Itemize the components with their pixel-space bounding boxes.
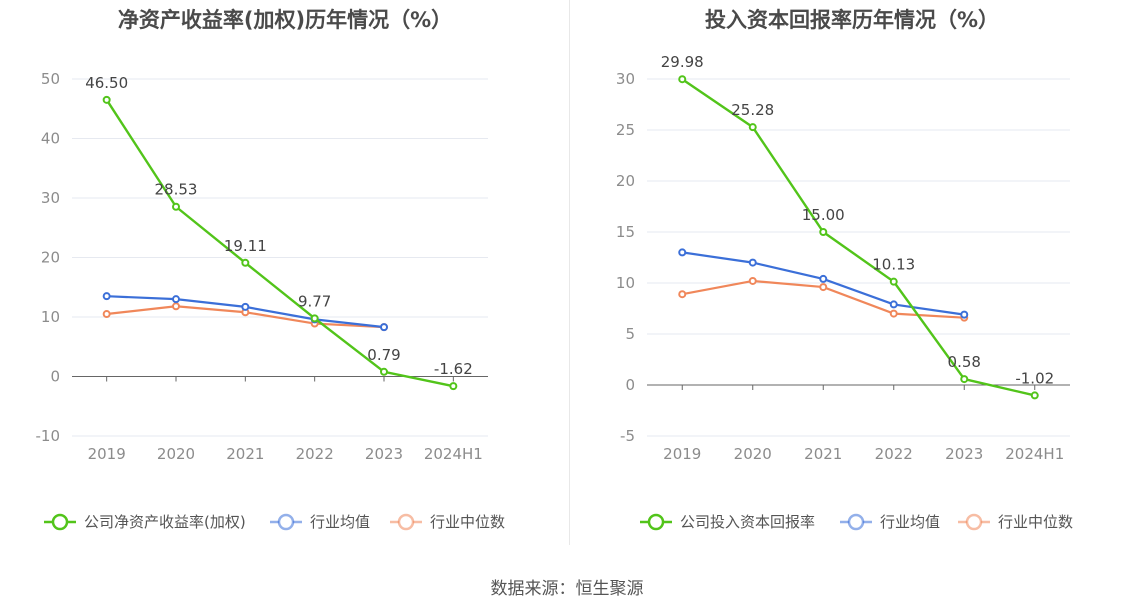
roic-y-tick-label: 20 — [616, 172, 635, 190]
roic-y-tick-label: 15 — [616, 223, 635, 241]
roe-data-label: 46.50 — [85, 74, 128, 92]
roe-point-company — [241, 258, 250, 267]
roic-x-tick-label: 2019 — [663, 445, 701, 463]
roic-data-label: 29.98 — [661, 53, 704, 71]
roic-point-avg — [678, 248, 687, 257]
roic-legend-item: 公司投入资本回报率 — [640, 513, 815, 531]
roe-legend-marker — [397, 513, 415, 531]
roe-x-tick-label: 2024H1 — [424, 445, 483, 463]
roe-chart: -10 0 10 20 30 40 50 2019 2020 2021 2022 2023 2024H1… — [36, 70, 506, 531]
roe-data-label: 19.11 — [224, 237, 267, 255]
roe-legend-marker — [277, 513, 295, 531]
roic-legend-label: 行业均值 — [880, 513, 940, 531]
roic-point-median — [748, 276, 757, 285]
roe-y-tick-label: -10 — [36, 427, 61, 445]
roic-legend-marker — [647, 513, 665, 531]
roic-series-line-company — [681, 78, 1036, 397]
roic-data-label: 15.00 — [802, 206, 845, 224]
roe-legend-label: 行业中位数 — [430, 513, 505, 531]
roic-point-company — [1030, 391, 1039, 400]
roic-point-company — [819, 228, 828, 236]
roic-x-tick-label: 2021 — [804, 445, 842, 463]
roe-x-tick-label: 2020 — [157, 445, 195, 463]
roic-legend-marker — [847, 513, 865, 531]
roe-point-avg — [172, 295, 180, 304]
roe-point-avg — [380, 323, 388, 332]
roic-point-median — [819, 283, 828, 292]
roe-x-tick-label: 2019 — [88, 445, 126, 463]
roe-x-tick-label: 2023 — [365, 445, 403, 463]
roe-point-company — [449, 382, 458, 391]
roic-y-tick-label: 0 — [625, 376, 635, 394]
roic-y-tick-label: 25 — [616, 121, 635, 139]
roe-y-tick-label: 0 — [50, 368, 60, 386]
roe-point-company — [380, 367, 388, 376]
roe-legend-item: 行业均值 — [270, 513, 370, 531]
roic-x-tick-label: 2022 — [875, 445, 913, 463]
chart-title-roic: 投入资本回报率历年情况（%） — [704, 8, 1000, 32]
roe-y-tick-label: 10 — [41, 308, 60, 326]
roe-legend-label: 公司净资产收益率(加权) — [84, 513, 246, 531]
roic-point-company — [960, 375, 969, 384]
roic-point-company — [748, 123, 757, 132]
roe-x-tick-label: 2022 — [296, 445, 334, 463]
roic-legend-label: 行业中位数 — [998, 513, 1073, 531]
roic-point-median — [678, 290, 687, 299]
roe-legend-label: 行业均值 — [310, 513, 370, 531]
roic-y-tick-label: 5 — [625, 325, 635, 343]
roe-point-company — [310, 314, 319, 323]
roic-legend-label: 公司投入资本回报率 — [680, 513, 815, 531]
roic-data-label: 25.28 — [731, 101, 774, 119]
roic-y-tick-label: 30 — [616, 70, 635, 88]
roe-legend-item: 行业中位数 — [390, 513, 505, 531]
roe-point-company — [102, 95, 111, 104]
roe-point-median — [172, 302, 180, 311]
roe-data-label: 9.77 — [298, 292, 331, 310]
roic-x-tick-label: 2020 — [734, 445, 772, 463]
roic-legend-item: 行业中位数 — [958, 513, 1073, 531]
roe-series-line-company — [105, 99, 454, 388]
roe-point-avg — [241, 302, 250, 311]
roic-x-tick-label: 2024H1 — [1005, 445, 1064, 463]
roic-legend-marker — [965, 513, 983, 531]
roe-point-median — [102, 310, 111, 319]
roic-legend-item: 行业均值 — [840, 513, 940, 531]
roic-point-company — [889, 277, 898, 286]
roic-point-avg — [819, 274, 828, 283]
roic-point-avg — [748, 258, 757, 267]
roic-data-label: 10.13 — [872, 256, 915, 274]
roic-point-avg — [960, 310, 969, 319]
roe-legend-marker — [51, 513, 69, 531]
roe-data-label: 0.79 — [367, 346, 400, 364]
roe-data-label: 28.53 — [155, 181, 198, 199]
roe-point-company — [172, 202, 180, 211]
roic-data-label: 0.58 — [948, 353, 981, 371]
data-source-label: 数据来源：恒生聚源 — [490, 579, 644, 599]
roic-point-avg — [889, 300, 898, 309]
roic-point-median — [889, 309, 898, 318]
roic-y-tick-label: -5 — [620, 427, 635, 445]
roe-point-avg — [102, 292, 111, 301]
roic-chart: -5 0 5 10 15 20 25 30 2019 2020 2021 2022 2023 2024H1… — [616, 53, 1073, 531]
roe-y-tick-label: 30 — [41, 189, 60, 207]
roic-y-tick-label: 10 — [616, 274, 635, 292]
roe-x-tick-label: 2021 — [226, 445, 264, 463]
roe-y-tick-label: 40 — [41, 130, 60, 148]
roe-data-label: -1.62 — [434, 360, 473, 378]
chart-divider — [569, 0, 570, 545]
roic-data-label: -1.02 — [1015, 369, 1054, 387]
roic-x-tick-label: 2023 — [945, 445, 983, 463]
roe-y-tick-label: 20 — [41, 249, 60, 267]
roic-point-company — [678, 75, 687, 84]
roe-legend-item: 公司净资产收益率(加权) — [44, 513, 246, 531]
roe-y-tick-label: 50 — [41, 70, 60, 88]
chart-title-roe: 净资产收益率(加权)历年情况（%） — [117, 8, 453, 32]
